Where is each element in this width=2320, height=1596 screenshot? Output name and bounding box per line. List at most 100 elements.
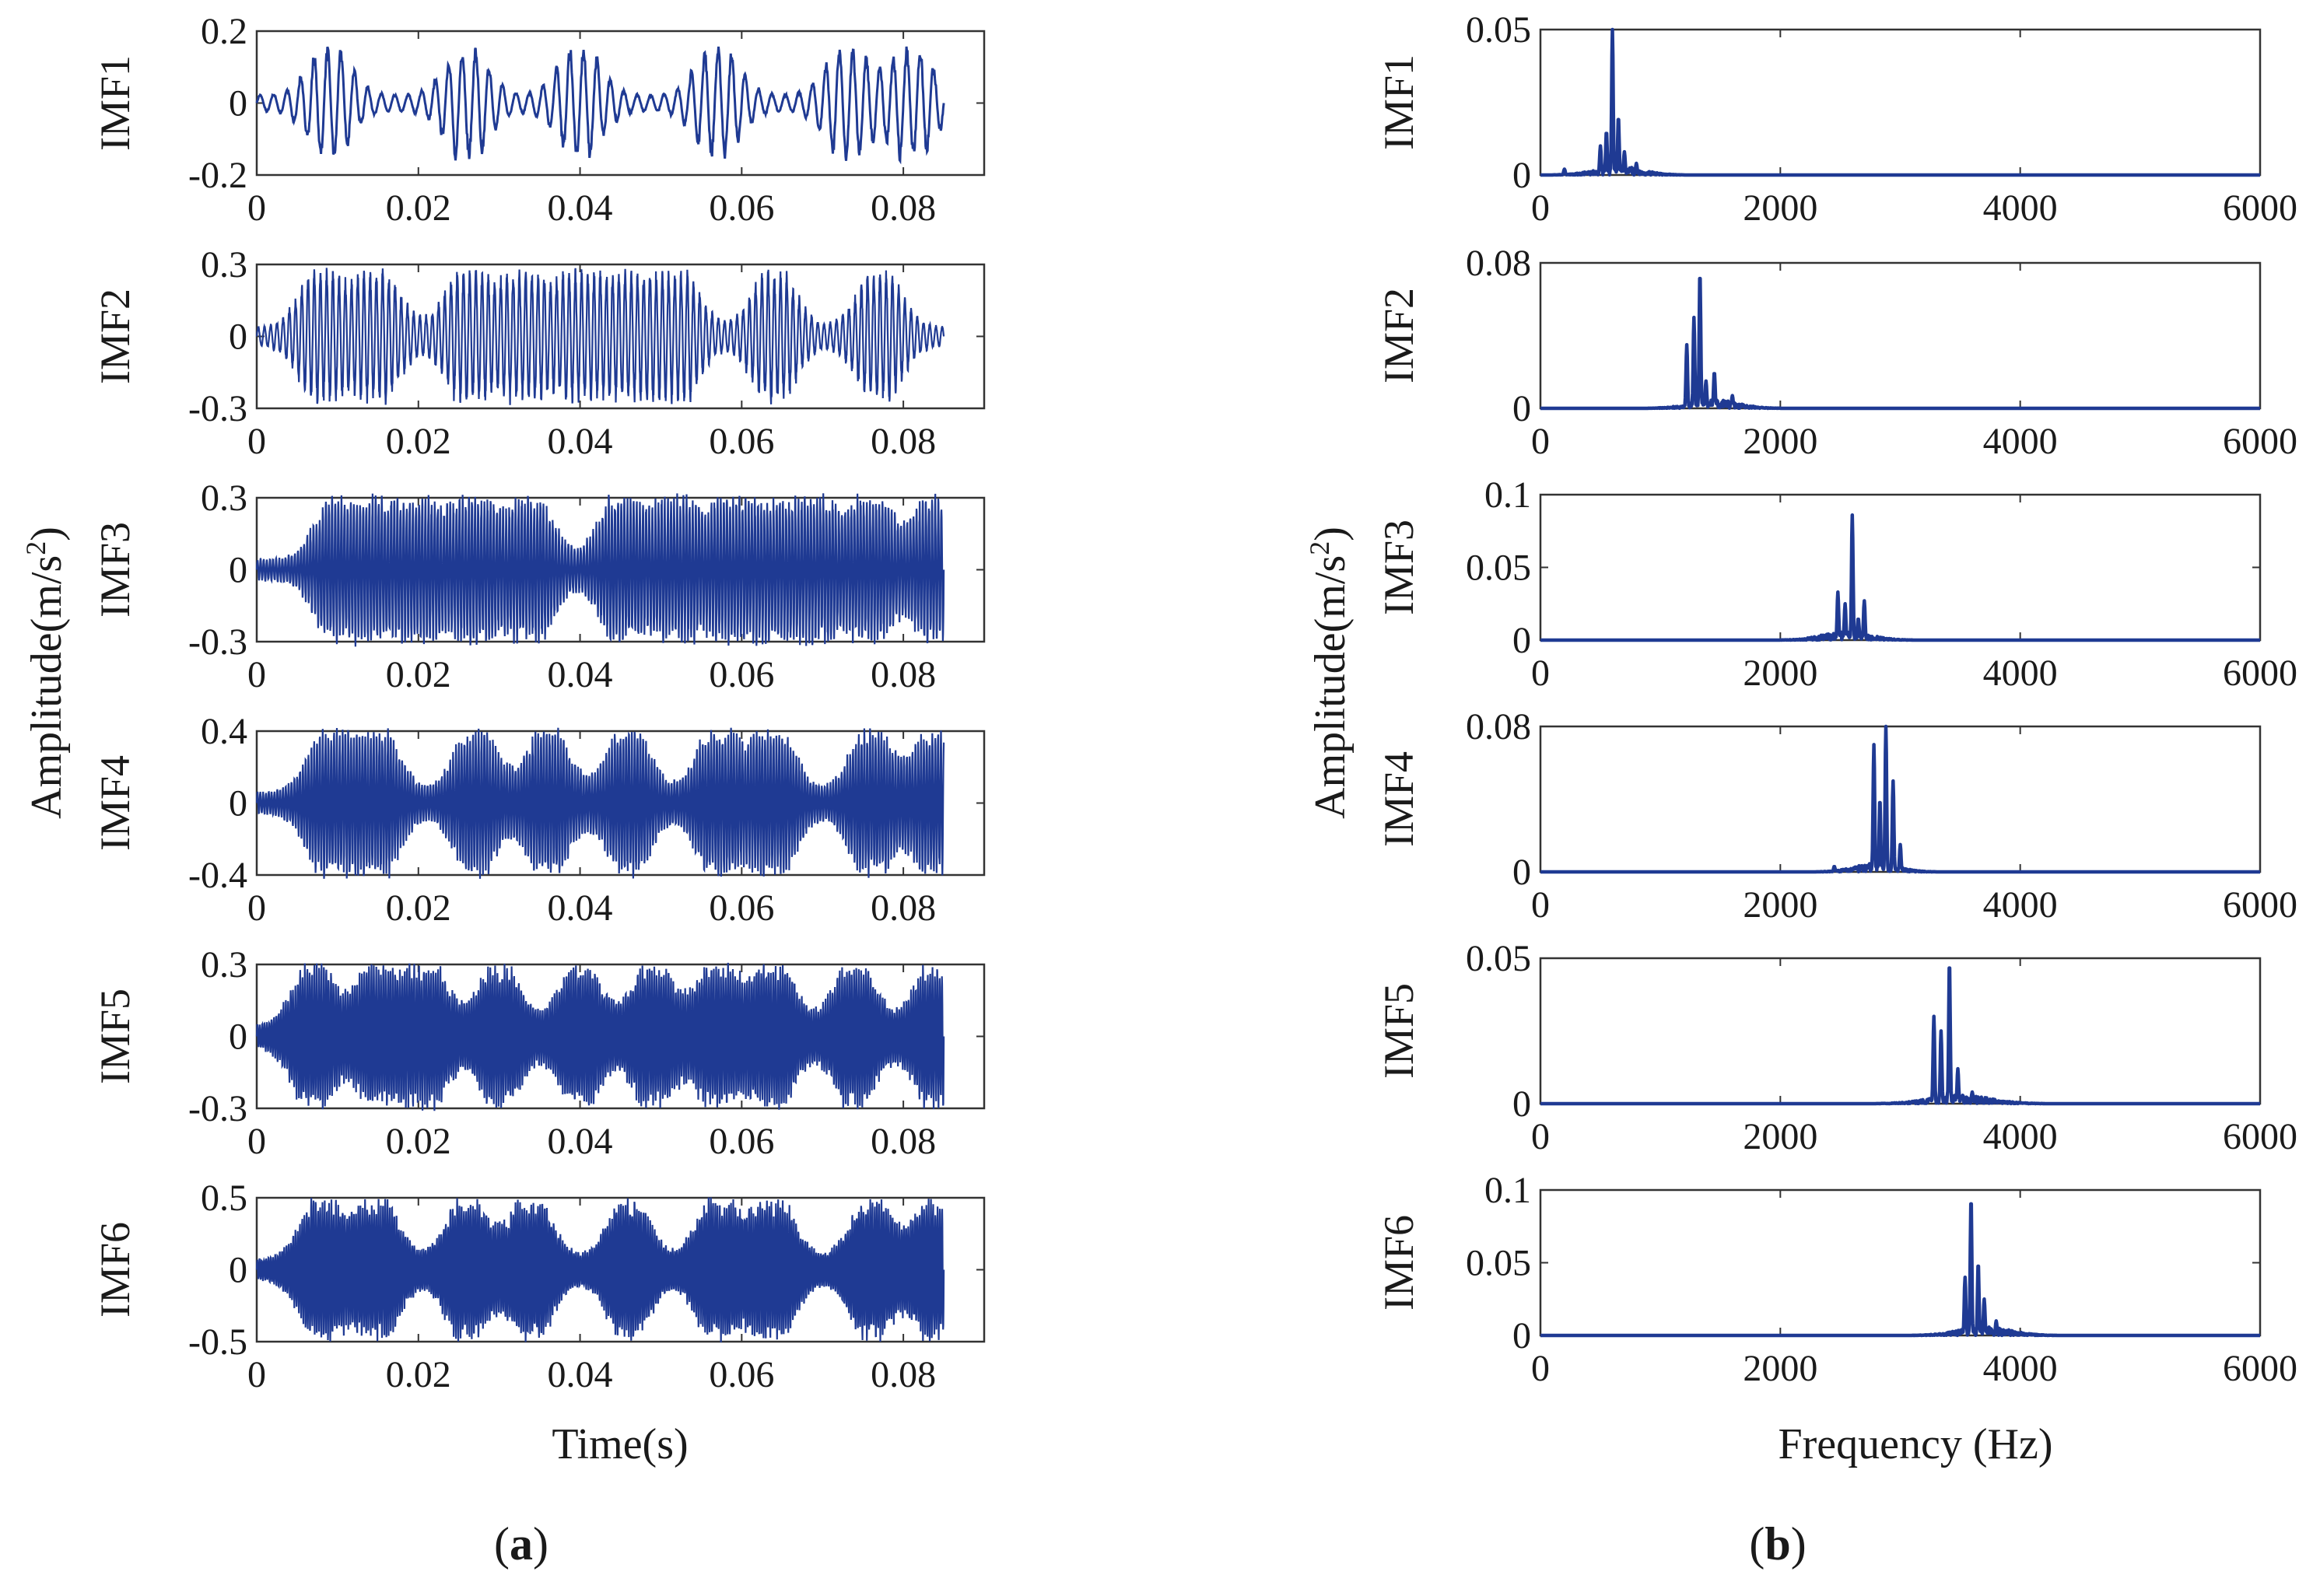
time-imf3-x-tick-label: 0.06	[709, 654, 774, 695]
time-imf1-imf-label: IMF1	[92, 55, 138, 151]
freq-spectrum-imf6	[1539, 1202, 2262, 1338]
time-imf5-y-tick-label: 0.3	[201, 944, 247, 985]
time-imf2-x-tick-label: 0	[247, 421, 266, 462]
time-imf1-y-tick-label: -0.2	[188, 155, 247, 196]
freq-imf3-x-tick-label: 4000	[1983, 653, 2058, 694]
freq-imf3-y-tick-label: 0	[1512, 620, 1531, 661]
freq-spectrum-imf5	[1539, 966, 2262, 1106]
freq-subplot-5: 0 2000 4000 6000 0.05 0 IMF5	[1376, 938, 2297, 1157]
time-signal-imf3	[255, 493, 945, 647]
right-y-axis-label: Amplitude(m/s2)	[1304, 527, 1355, 819]
time-imf2-imf-label: IMF2	[92, 289, 138, 384]
freq-imf5-x-tick-label: 4000	[1983, 1116, 2058, 1157]
time-imf2-y-tick-label: 0	[229, 317, 247, 358]
time-imf1-x-tick-label: 0.06	[709, 187, 774, 229]
freq-imf4-imf-label: IMF4	[1376, 751, 1422, 847]
time-imf3-x-tick-label: 0	[247, 654, 266, 695]
time-imf1-x-tick-label: 0.04	[548, 187, 613, 229]
freq-imf1-y-tick-label: 0	[1512, 155, 1531, 196]
freq-imf2-y-tick-label: 0.08	[1466, 243, 1531, 284]
time-imf3-x-tick-label: 0.08	[871, 654, 936, 695]
time-imf6-x-tick-label: 0.02	[386, 1354, 451, 1395]
time-imf5-x-tick-label: 0	[247, 1121, 266, 1162]
time-imf4-y-tick-label: -0.4	[188, 855, 247, 896]
freq-imf5-y-tick-label: 0.05	[1466, 938, 1531, 979]
freq-imf3-imf-label: IMF3	[1376, 520, 1422, 615]
left-x-axis-label: Time(s)	[552, 1420, 688, 1468]
freq-subplot-1: 0 2000 4000 6000 0.05 0 IMF1	[1376, 9, 2297, 229]
freq-imf5-x-tick-label: 6000	[2223, 1116, 2297, 1157]
time-imf4-x-tick-label: 0.02	[386, 887, 451, 929]
time-imf4-x-tick-label: 0.06	[709, 887, 774, 929]
time-imf2-x-tick-label: 0.08	[871, 421, 936, 462]
time-imf1-x-tick-label: 0	[247, 187, 266, 229]
freq-imf5-x-tick-label: 0	[1531, 1116, 1550, 1157]
time-imf3-y-tick-label: 0.3	[201, 478, 247, 519]
freq-imf3-x-tick-label: 0	[1531, 653, 1550, 694]
freq-imf1-x-tick-label: 6000	[2223, 187, 2297, 229]
freq-imf1-imf-label: IMF1	[1376, 54, 1422, 150]
freq-imf1-x-tick-label: 4000	[1983, 187, 2058, 229]
freq-imf2-x-tick-label: 6000	[2223, 421, 2297, 462]
freq-imf5-x-tick-label: 2000	[1743, 1116, 1817, 1157]
freq-imf6-x-tick-label: 6000	[2223, 1348, 2297, 1389]
time-imf2-x-tick-label: 0.04	[548, 421, 613, 462]
time-imf6-imf-label: IMF6	[92, 1222, 138, 1318]
right-x-axis-label: Frequency (Hz)	[1779, 1420, 2053, 1468]
time-imf5-x-tick-label: 0.02	[386, 1121, 451, 1162]
panel-label-b: (b)	[1749, 1518, 1806, 1570]
time-imf6-x-tick-label: 0.04	[548, 1354, 613, 1395]
panel-label-a: (a)	[494, 1518, 548, 1570]
time-imf4-x-tick-label: 0	[247, 887, 266, 929]
time-imf2-x-tick-label: 0.06	[709, 421, 774, 462]
time-signal-imf6	[255, 1197, 945, 1342]
time-imf3-y-tick-label: -0.3	[188, 621, 247, 663]
time-signal-imf4	[255, 727, 945, 879]
freq-imf5-y-tick-label: 0	[1512, 1083, 1531, 1125]
time-imf6-y-tick-label: -0.5	[188, 1321, 247, 1363]
freq-imf6-y-tick-label: 0.1	[1484, 1170, 1531, 1211]
freq-imf6-x-tick-label: 2000	[1743, 1348, 1817, 1389]
time-imf3-x-tick-label: 0.02	[386, 654, 451, 695]
freq-spectrum-imf3	[1539, 513, 2262, 642]
freq-imf6-imf-label: IMF6	[1376, 1215, 1422, 1311]
freq-imf6-x-tick-label: 0	[1531, 1348, 1550, 1389]
time-imf2-y-tick-label: 0.3	[201, 244, 247, 285]
time-imf5-x-tick-label: 0.06	[709, 1121, 774, 1162]
time-imf5-imf-label: IMF5	[92, 989, 138, 1084]
freq-imf4-x-tick-label: 4000	[1983, 884, 2058, 926]
time-imf6-y-tick-label: 0.5	[201, 1178, 247, 1219]
freq-imf3-x-tick-label: 2000	[1743, 653, 1817, 694]
time-imf2-y-tick-label: -0.3	[188, 388, 247, 429]
time-imf4-x-tick-label: 0.08	[871, 887, 936, 929]
freq-subplot-3: 0 2000 4000 6000 0.1 0.05 0 IMF3	[1376, 474, 2297, 694]
freq-imf3-x-tick-label: 6000	[2223, 653, 2297, 694]
freq-imf6-y-tick-label: 0	[1512, 1315, 1531, 1356]
time-imf6-x-tick-label: 0	[247, 1354, 266, 1395]
time-imf5-y-tick-label: -0.3	[188, 1088, 247, 1129]
freq-imf4-axes-frame	[1539, 725, 2262, 873]
time-imf1-x-tick-label: 0.02	[386, 187, 451, 229]
freq-imf3-y-tick-label: 0.1	[1484, 474, 1531, 516]
time-imf4-y-tick-label: 0.4	[201, 711, 247, 752]
freq-imf2-x-tick-label: 0	[1531, 421, 1550, 462]
time-signal-imf2	[255, 268, 945, 405]
left-y-axis-label: Amplitude(m/s2)	[20, 527, 71, 819]
time-imf6-x-tick-label: 0.06	[709, 1354, 774, 1395]
time-imf6-y-tick-label: 0	[229, 1250, 247, 1291]
freq-spectrum-imf2	[1539, 276, 2262, 411]
time-imf1-x-tick-label: 0.08	[871, 187, 936, 229]
time-imf5-x-tick-label: 0.08	[871, 1121, 936, 1162]
freq-spectrum-imf4	[1539, 724, 2262, 874]
freq-subplot-2: 0 2000 4000 6000 0.08 0 IMF2	[1376, 243, 2297, 462]
time-imf4-imf-label: IMF4	[92, 755, 138, 851]
time-imf1-y-tick-label: 0	[229, 83, 247, 124]
freq-subplot-4: 0 2000 4000 6000 0.08 0 IMF4	[1376, 706, 2297, 926]
freq-imf2-y-tick-label: 0	[1512, 388, 1531, 429]
freq-subplot-6: 0 2000 4000 6000 0.1 0.05 0 IMF6	[1376, 1170, 2297, 1389]
time-signal-imf1	[255, 46, 945, 165]
freq-imf1-y-tick-label: 0.05	[1466, 9, 1531, 51]
